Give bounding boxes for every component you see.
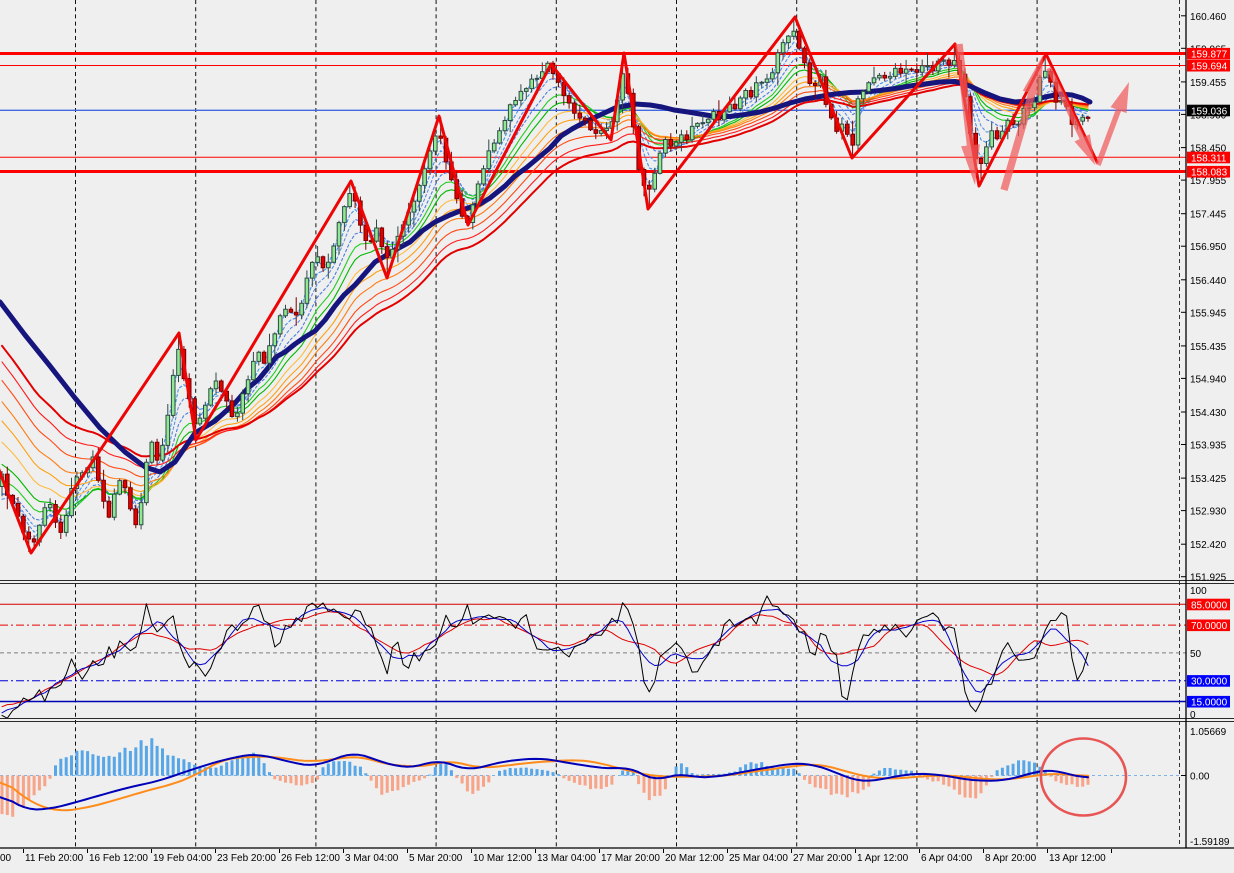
svg-text:157.445: 157.445 <box>1190 210 1227 221</box>
svg-text:160.460: 160.460 <box>1190 12 1227 23</box>
svg-text:27 Mar 20:00: 27 Mar 20:00 <box>793 853 852 864</box>
svg-text:159.877: 159.877 <box>1191 50 1228 61</box>
svg-text:23 Feb 20:00: 23 Feb 20:00 <box>217 853 276 864</box>
svg-text:158.083: 158.083 <box>1191 168 1228 179</box>
svg-text:0.00: 0.00 <box>1190 772 1210 783</box>
svg-text:156.440: 156.440 <box>1190 276 1227 287</box>
svg-text:159.036: 159.036 <box>1191 106 1228 117</box>
svg-text:153.425: 153.425 <box>1190 474 1227 485</box>
svg-text:16 Feb 12:00: 16 Feb 12:00 <box>89 853 148 864</box>
svg-text:00: 00 <box>0 853 12 864</box>
svg-text:30.0000: 30.0000 <box>1191 677 1228 688</box>
svg-text:155.945: 155.945 <box>1190 308 1227 319</box>
svg-text:13 Apr 12:00: 13 Apr 12:00 <box>1049 853 1106 864</box>
svg-text:26 Feb 12:00: 26 Feb 12:00 <box>281 853 340 864</box>
svg-text:25 Mar 04:00: 25 Mar 04:00 <box>729 853 788 864</box>
svg-text:156.950: 156.950 <box>1190 242 1227 253</box>
svg-text:3 Mar 04:00: 3 Mar 04:00 <box>345 853 399 864</box>
svg-text:1.05669: 1.05669 <box>1190 727 1227 738</box>
svg-text:159.455: 159.455 <box>1190 78 1227 89</box>
svg-text:8 Apr 20:00: 8 Apr 20:00 <box>985 853 1037 864</box>
svg-text:5 Mar 20:00: 5 Mar 20:00 <box>409 853 463 864</box>
svg-text:155.435: 155.435 <box>1190 342 1227 353</box>
svg-text:100: 100 <box>1190 586 1207 597</box>
svg-text:159.694: 159.694 <box>1191 62 1228 73</box>
svg-text:11 Feb 20:00: 11 Feb 20:00 <box>25 853 84 864</box>
svg-text:13 Mar 04:00: 13 Mar 04:00 <box>537 853 596 864</box>
svg-text:158.311: 158.311 <box>1191 153 1227 164</box>
svg-text:70.0000: 70.0000 <box>1191 621 1228 632</box>
svg-text:151.925: 151.925 <box>1190 573 1227 584</box>
svg-text:20 Mar 12:00: 20 Mar 12:00 <box>665 853 724 864</box>
svg-text:1 Apr 12:00: 1 Apr 12:00 <box>857 853 909 864</box>
svg-text:0: 0 <box>1190 710 1196 721</box>
svg-text:152.420: 152.420 <box>1190 540 1227 551</box>
svg-text:157.955: 157.955 <box>1190 176 1227 187</box>
svg-text:152.930: 152.930 <box>1190 507 1227 518</box>
svg-text:154.430: 154.430 <box>1190 408 1227 419</box>
svg-text:85.0000: 85.0000 <box>1191 600 1228 611</box>
svg-text:50: 50 <box>1190 649 1202 660</box>
svg-text:10 Mar 12:00: 10 Mar 12:00 <box>473 853 532 864</box>
svg-text:153.935: 153.935 <box>1190 441 1227 452</box>
svg-text:15.0000: 15.0000 <box>1191 698 1228 709</box>
svg-text:158.450: 158.450 <box>1190 144 1227 155</box>
svg-text:154.940: 154.940 <box>1190 374 1227 385</box>
svg-text:17 Mar 20:00: 17 Mar 20:00 <box>601 853 660 864</box>
svg-text:-1.59189: -1.59189 <box>1190 837 1230 848</box>
svg-text:19 Feb 04:00: 19 Feb 04:00 <box>153 853 212 864</box>
svg-text:6 Apr 04:00: 6 Apr 04:00 <box>921 853 973 864</box>
